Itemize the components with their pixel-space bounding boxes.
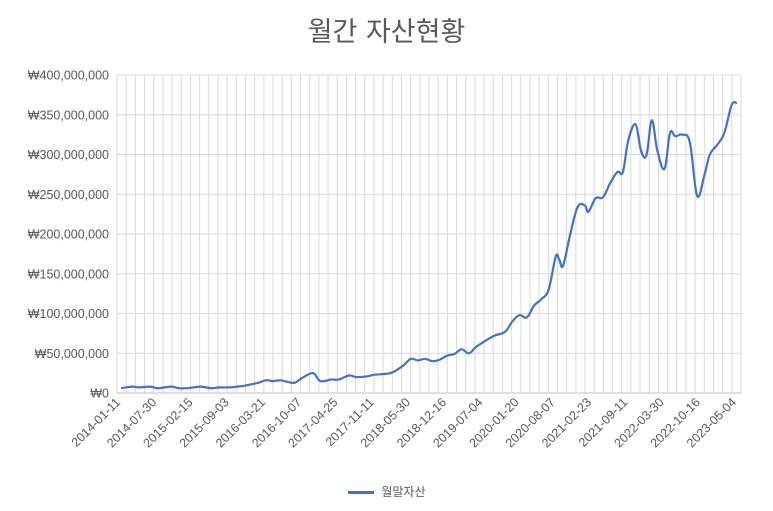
- y-tick-label: ₩250,000,000: [28, 188, 109, 202]
- series-line: [120, 101, 738, 390]
- y-tick-label: ₩100,000,000: [28, 307, 109, 321]
- y-tick-label: ₩400,000,000: [28, 69, 109, 83]
- y-tick-label: ₩300,000,000: [28, 148, 109, 162]
- y-tick-label: ₩150,000,000: [28, 267, 109, 281]
- y-tick-label: ₩50,000,000: [35, 347, 109, 361]
- legend-swatch: [347, 491, 374, 494]
- chart-title: 월간 자산현황: [307, 17, 466, 48]
- y-tick-label: ₩200,000,000: [28, 228, 109, 242]
- y-tick-label: ₩350,000,000: [28, 108, 109, 122]
- legend: 월말자산: [0, 483, 773, 500]
- y-tick-label: ₩0: [90, 387, 109, 401]
- legend-label: 월말자산: [381, 485, 426, 499]
